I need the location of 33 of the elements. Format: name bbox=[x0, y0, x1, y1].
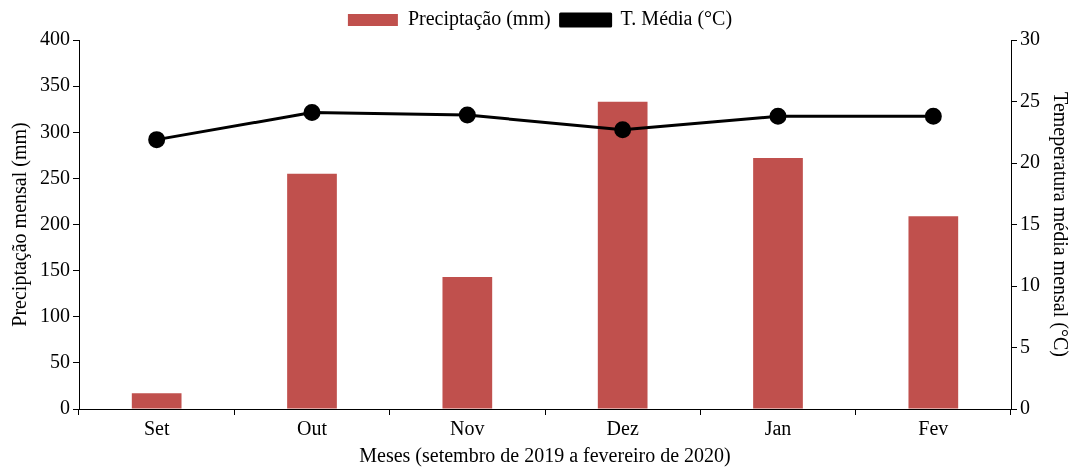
y-tick-label: 0 bbox=[60, 396, 70, 419]
y-tick-label: 50 bbox=[50, 350, 70, 373]
x-tick-label: Out bbox=[297, 417, 328, 440]
y2-tick-label: 10 bbox=[1020, 273, 1040, 296]
bar bbox=[131, 393, 182, 409]
x-tick-label: Nov bbox=[450, 417, 485, 440]
bar bbox=[597, 101, 648, 409]
bar bbox=[287, 173, 337, 409]
y2-axis-title: Temeperatura média mensal (°C) bbox=[1048, 92, 1072, 357]
y-tick-label: 400 bbox=[40, 27, 70, 50]
y-tick-label: 150 bbox=[40, 257, 70, 280]
legend-label: T. Média (°C) bbox=[620, 7, 733, 31]
y2-tick-label: 30 bbox=[1020, 27, 1040, 50]
y2-tick-label: 5 bbox=[1020, 334, 1030, 357]
y2-tick-label: 0 bbox=[1020, 396, 1030, 419]
x-tick-label: Dez bbox=[606, 417, 639, 440]
y2-tick-label: 25 bbox=[1020, 88, 1040, 111]
bar bbox=[753, 158, 803, 409]
y-tick-label: 350 bbox=[40, 73, 70, 96]
y-axis-title: Preciptação mensal (mm) bbox=[8, 122, 32, 327]
y-tick-label: 300 bbox=[40, 119, 70, 142]
x-tick-label: Set bbox=[143, 417, 170, 440]
y2-tick-label: 15 bbox=[1020, 211, 1040, 234]
y-tick-label: 250 bbox=[40, 165, 70, 188]
bar bbox=[442, 277, 493, 409]
x-tick-label: Fev bbox=[918, 417, 949, 440]
x-tick-label: Jan bbox=[764, 417, 792, 440]
x-axis-title: Meses (setembro de 2019 a fevereiro de 2020) bbox=[359, 444, 731, 468]
y-tick-label: 200 bbox=[40, 211, 70, 234]
y2-tick-label: 20 bbox=[1020, 150, 1040, 173]
legend-label: Preciptação (mm) bbox=[407, 7, 551, 31]
bar bbox=[908, 216, 959, 409]
y-tick-label: 100 bbox=[40, 304, 70, 326]
